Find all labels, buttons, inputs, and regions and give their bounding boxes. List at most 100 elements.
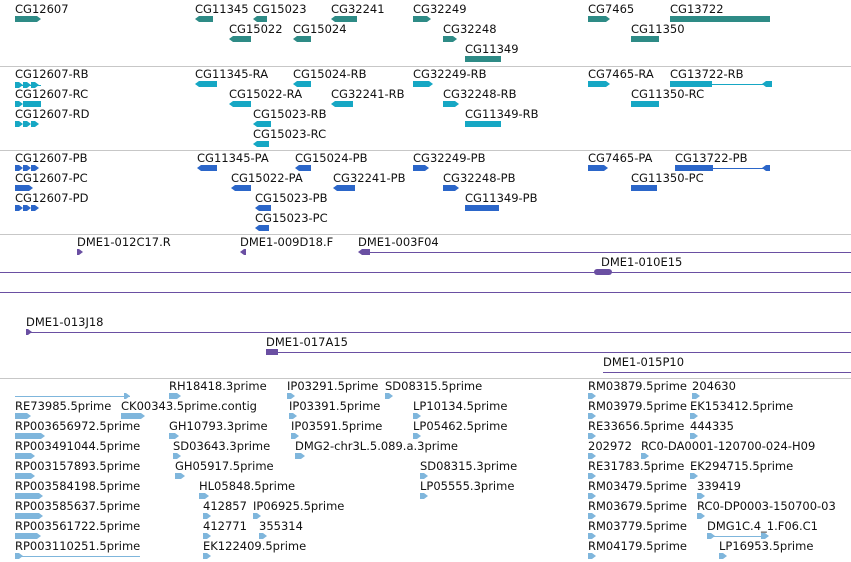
est-glyph[interactable] <box>291 433 299 439</box>
est-label[interactable]: LP05462.5prime <box>413 419 508 433</box>
est-glyph[interactable] <box>588 393 596 399</box>
est-label[interactable]: DMG2-chr3L.5.089.a.3prime <box>295 439 458 453</box>
est-label[interactable]: IP06925.5prime <box>253 499 345 513</box>
est-glyph[interactable] <box>124 393 130 399</box>
est-glyph[interactable] <box>413 433 421 439</box>
est-label[interactable]: RP003585637.5prime <box>15 499 141 513</box>
protein-label[interactable]: CG12607-PD <box>15 191 89 205</box>
est-glyph[interactable] <box>15 533 41 539</box>
transcript-glyph[interactable] <box>413 81 433 87</box>
est-label[interactable]: 412771 <box>203 519 247 533</box>
transcript-label[interactable]: CG11350-RC <box>631 87 705 101</box>
est-label[interactable]: RM04179.5prime <box>588 539 687 553</box>
gene-label[interactable]: CG15024 <box>293 22 347 36</box>
protein-label[interactable]: CG32241-PB <box>333 171 406 185</box>
est-glyph[interactable] <box>203 513 211 519</box>
protein-glyph[interactable] <box>23 205 31 211</box>
est-glyph[interactable] <box>15 473 35 479</box>
gene-label[interactable]: CG13722 <box>670 2 724 16</box>
est-glyph[interactable] <box>707 533 715 539</box>
est-glyph[interactable] <box>690 413 698 419</box>
est-glyph[interactable] <box>692 393 700 399</box>
transcript-glyph[interactable] <box>670 81 712 87</box>
transcript-glyph[interactable] <box>443 101 459 107</box>
protein-label[interactable]: CG15023-PC <box>255 211 328 225</box>
est-glyph[interactable] <box>588 533 596 539</box>
transcript-glyph[interactable] <box>631 101 659 107</box>
transcript-glyph[interactable] <box>229 101 251 107</box>
est-glyph[interactable] <box>588 553 596 559</box>
est-label[interactable]: EK153412.5prime <box>690 399 794 413</box>
transcript-label[interactable]: CG12607-RC <box>15 87 89 101</box>
est-label[interactable]: LP05555.3prime <box>420 479 515 493</box>
est-glyph[interactable] <box>173 453 181 459</box>
est-glyph[interactable] <box>588 473 596 479</box>
est-glyph[interactable] <box>203 533 211 539</box>
est-glyph[interactable] <box>259 533 267 539</box>
est-label[interactable]: RE73985.5prime <box>15 399 112 413</box>
transcript-glyph[interactable] <box>23 121 31 127</box>
transcript-glyph[interactable] <box>331 101 353 107</box>
gene-glyph[interactable] <box>15 16 41 22</box>
est-label[interactable]: RP003584198.5prime <box>15 479 141 493</box>
est-glyph[interactable] <box>289 413 297 419</box>
est-glyph[interactable] <box>719 553 727 559</box>
est-glyph[interactable] <box>588 433 596 439</box>
est-glyph[interactable] <box>413 413 421 419</box>
protein-label[interactable]: CG15022-PA <box>231 171 303 185</box>
protein-label[interactable]: CG12607-PB <box>15 151 88 165</box>
est-label[interactable]: RP003561722.5prime <box>15 519 141 533</box>
est-label[interactable]: RE31783.5prime <box>588 459 685 473</box>
est-label[interactable]: GH10793.3prime <box>169 419 268 433</box>
gene-label[interactable]: CG32241 <box>331 2 385 16</box>
gene-label[interactable]: CG11345 <box>195 2 249 16</box>
clone-label[interactable]: DME1-009D18.F <box>240 235 334 249</box>
est-label[interactable]: EK294715.5prime <box>690 459 794 473</box>
transcript-label[interactable]: CG15024-RB <box>293 67 367 81</box>
est-label[interactable]: 412857 <box>203 499 247 513</box>
est-glyph[interactable] <box>690 473 698 479</box>
est-label[interactable]: LP10134.5prime <box>413 399 508 413</box>
transcript-glyph[interactable] <box>23 101 41 107</box>
gene-label[interactable]: CG15023 <box>253 2 307 16</box>
est-label[interactable]: 355314 <box>259 519 303 533</box>
protein-glyph[interactable] <box>333 185 355 191</box>
gene-label[interactable]: CG32249 <box>413 2 467 16</box>
est-label[interactable]: HL05848.5prime <box>199 479 296 493</box>
clone-end-marker[interactable] <box>26 329 32 335</box>
transcript-label[interactable]: CG15023-RB <box>253 107 327 121</box>
transcript-glyph[interactable] <box>253 121 271 127</box>
est-glyph[interactable] <box>420 473 428 479</box>
est-label[interactable]: RE33656.5prime <box>588 419 685 433</box>
est-glyph[interactable] <box>641 453 649 459</box>
est-glyph[interactable] <box>588 493 596 499</box>
protein-label[interactable]: CG12607-PC <box>15 171 88 185</box>
transcript-glyph[interactable] <box>465 121 501 127</box>
gene-label[interactable]: CG15022 <box>229 22 283 36</box>
protein-glyph[interactable] <box>588 165 608 171</box>
est-label[interactable]: EK122409.5prime <box>203 539 307 553</box>
protein-glyph[interactable] <box>31 165 39 171</box>
protein-label[interactable]: CG32248-PB <box>443 171 516 185</box>
transcript-glyph[interactable] <box>588 81 610 87</box>
est-label[interactable]: SD08315.3prime <box>420 459 518 473</box>
est-label[interactable]: RC0-DP0003-150700-03 <box>697 499 836 513</box>
gene-label[interactable]: CG12607 <box>15 2 69 16</box>
est-label[interactable]: 339419 <box>697 479 741 493</box>
protein-glyph[interactable] <box>197 165 217 171</box>
clone-label[interactable]: DME1-003F04 <box>358 235 439 249</box>
gene-label[interactable]: CG11350 <box>631 22 685 36</box>
est-label[interactable]: SD03643.3prime <box>173 439 271 453</box>
protein-label[interactable]: CG11350-PC <box>631 171 704 185</box>
gene-glyph[interactable] <box>631 36 659 42</box>
est-glyph[interactable] <box>588 513 596 519</box>
est-label[interactable]: RP003110251.5prime <box>15 539 141 553</box>
est-label[interactable]: SD08315.5prime <box>385 379 483 393</box>
est-label[interactable]: RP003157893.5prime <box>15 459 141 473</box>
transcript-glyph[interactable] <box>31 121 39 127</box>
clone-label[interactable]: DME1-010E15 <box>601 255 683 269</box>
gene-glyph[interactable] <box>195 16 213 22</box>
protein-glyph[interactable] <box>255 205 271 211</box>
transcript-label[interactable]: CG12607-RB <box>15 67 89 81</box>
protein-label[interactable]: CG15024-PB <box>295 151 368 165</box>
